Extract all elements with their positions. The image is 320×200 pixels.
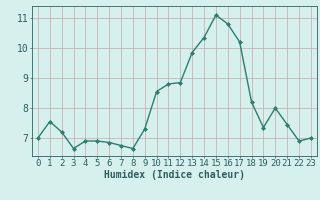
X-axis label: Humidex (Indice chaleur): Humidex (Indice chaleur): [104, 170, 245, 180]
